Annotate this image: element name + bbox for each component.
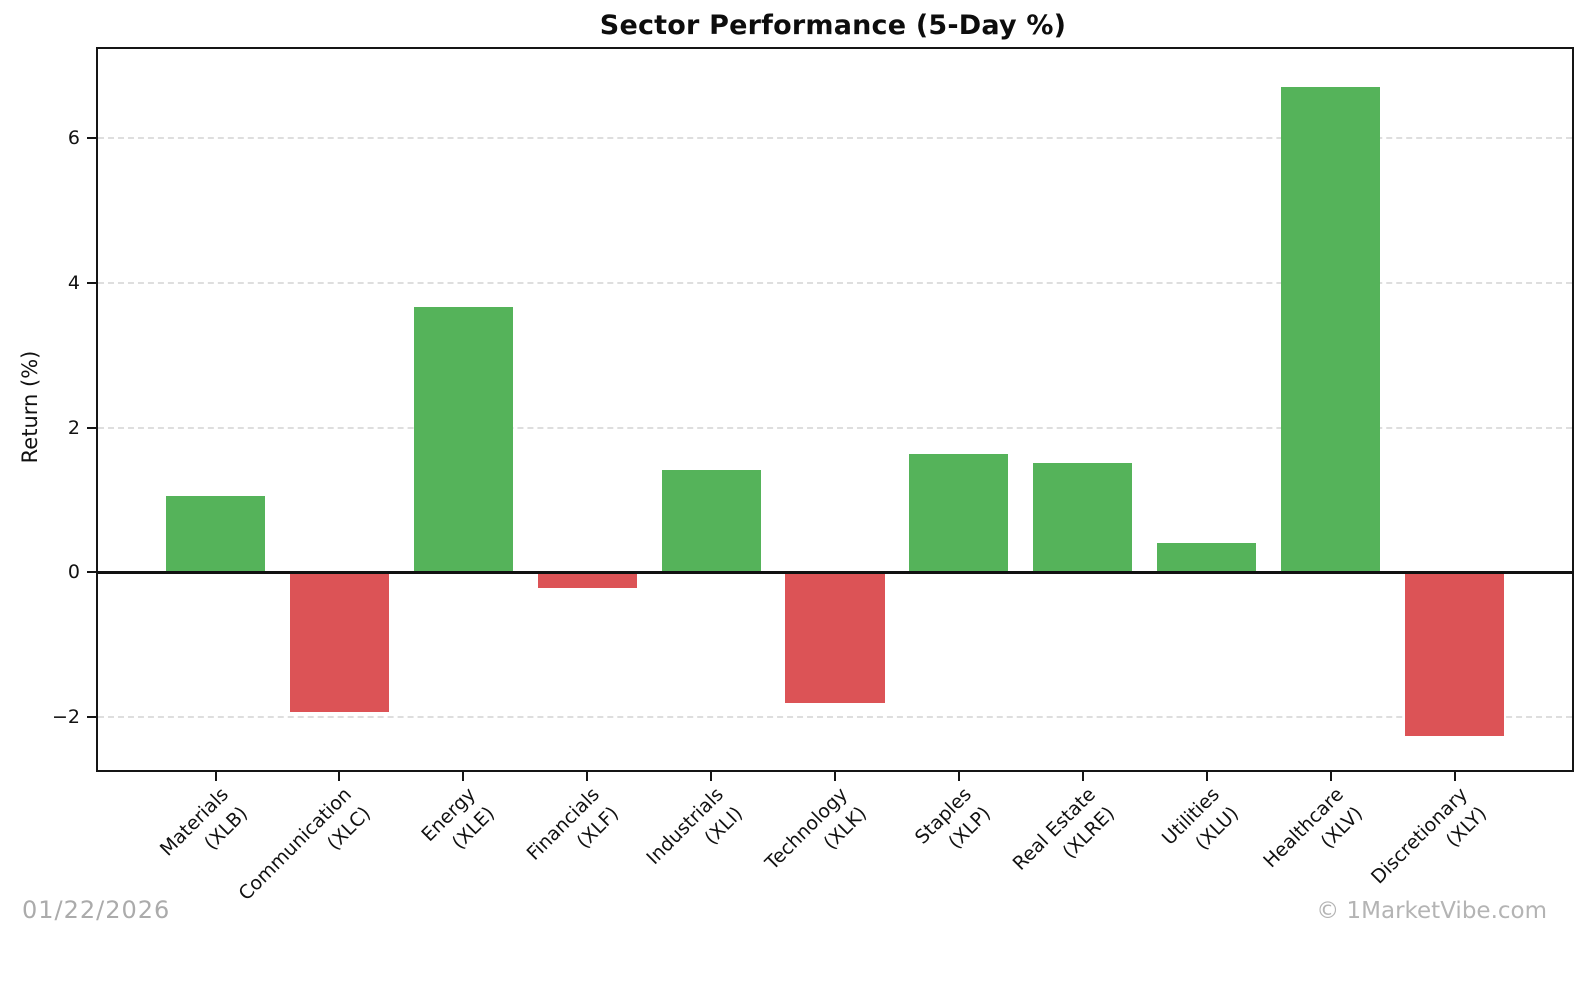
plot-area: −2 0 2 4 6 Materials (XLB) Communication (XLC)… bbox=[52, 47, 1574, 905]
bar-technology bbox=[785, 572, 885, 704]
y-tick-label: 0 bbox=[67, 561, 80, 584]
bar-industrials bbox=[661, 470, 761, 573]
zero-axis-line bbox=[96, 570, 1574, 574]
gridline-y-6 bbox=[98, 137, 1572, 140]
y-tick-mark bbox=[87, 137, 96, 140]
bar-communication bbox=[289, 572, 389, 713]
x-tick-mark bbox=[462, 772, 465, 781]
chart-title: Sector Performance (5-Day %) bbox=[599, 10, 1067, 41]
gridline-y-2 bbox=[98, 426, 1572, 429]
y-tick-label: 6 bbox=[67, 127, 80, 150]
x-tick-mark bbox=[710, 772, 713, 781]
y-tick-label: −2 bbox=[51, 706, 80, 729]
x-tick-mark bbox=[1329, 772, 1332, 781]
bar-discretionary bbox=[1404, 572, 1505, 736]
credit-watermark: © 1MarketVibe.com bbox=[1316, 898, 1547, 924]
x-tick-mark bbox=[834, 772, 836, 781]
bar-financials bbox=[537, 572, 637, 589]
y-axis-label: Return (%) bbox=[18, 350, 42, 464]
y-tick-mark bbox=[87, 716, 96, 719]
y-tick-mark bbox=[87, 571, 96, 574]
gridline-y-4 bbox=[98, 281, 1572, 284]
y-tick-mark bbox=[87, 281, 96, 284]
bar-energy bbox=[413, 306, 513, 573]
bar-staples bbox=[909, 454, 1009, 573]
y-tick-label: 2 bbox=[67, 416, 80, 439]
x-tick-mark bbox=[586, 772, 589, 781]
bar-materials bbox=[165, 496, 266, 573]
gridline-y--2 bbox=[98, 716, 1572, 719]
x-tick-mark bbox=[1453, 772, 1456, 781]
bar-healthcare bbox=[1281, 86, 1381, 573]
chart-canvas: Sector Performance (5-Day %) Return (%) … bbox=[18, 10, 1574, 924]
x-tick-mark bbox=[1081, 772, 1084, 781]
date-watermark: 01/22/2026 bbox=[22, 896, 171, 924]
y-tick-mark bbox=[87, 426, 96, 429]
y-tick-label: 4 bbox=[67, 271, 80, 294]
bar-real-estate bbox=[1033, 463, 1133, 573]
bar-utilities bbox=[1157, 543, 1257, 573]
x-tick-mark bbox=[214, 772, 217, 781]
x-tick-mark bbox=[1205, 772, 1208, 781]
x-tick-mark bbox=[338, 772, 341, 781]
x-tick-mark bbox=[957, 772, 960, 781]
